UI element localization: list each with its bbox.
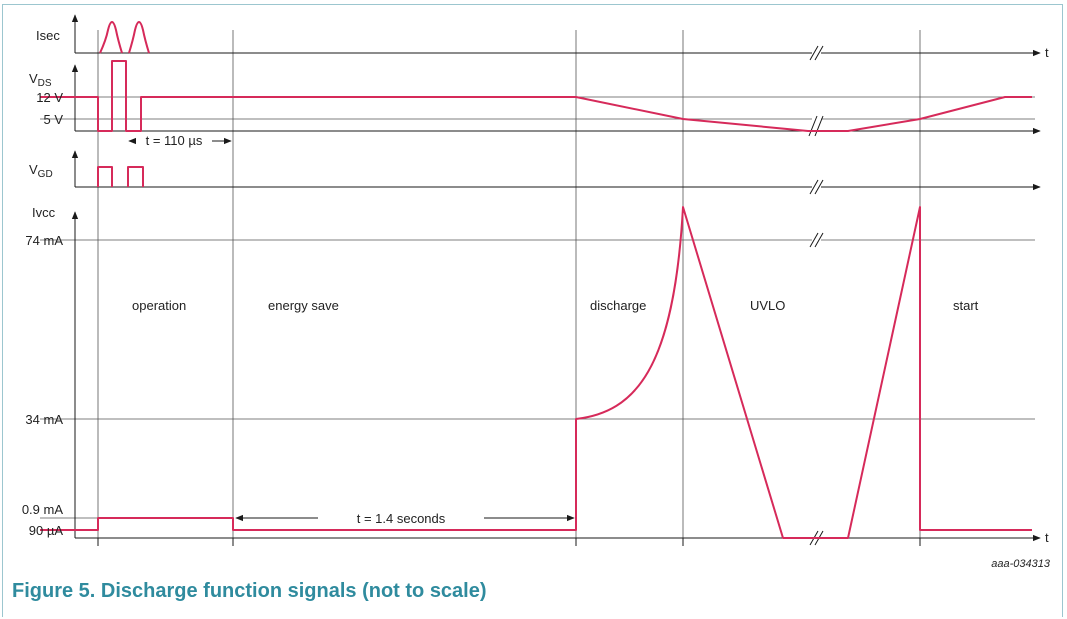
level-5v: 5 V [43,112,63,127]
break-vds [808,115,824,137]
phase-labels: operation energy save discharge UVLO sta… [132,298,979,313]
break-isec [809,45,824,61]
level-90ua: 90 µA [29,523,64,538]
phase-operation: operation [132,298,186,313]
isec-pulse-2 [128,21,150,54]
vds-trace [40,60,1032,132]
axes [71,14,1041,542]
time-label-ivcc: t [1045,530,1049,545]
ivcc-trace [40,206,1032,539]
reference-lines [40,96,1035,519]
axis-break-marks [808,45,824,546]
time-labels: t t [1045,45,1049,545]
ivcc-label: Ivcc [32,205,56,220]
duration-arrows [128,137,575,522]
axis-ticks [97,538,921,546]
signal-traces [40,21,1032,539]
figure-frame [2,4,1063,617]
vgd-pulse-2 [127,166,144,187]
annotation-t14: t = 1.4 seconds [357,511,446,526]
level-09ma: 0.9 mA [22,502,64,517]
vds-label: VDS [29,71,52,89]
phase-start: start [953,298,979,313]
isec-label: Isec [36,28,60,43]
level-12v: 12 V [36,90,63,105]
annotation-t110: t = 110 µs [146,133,203,148]
phase-discharge: discharge [590,298,646,313]
time-label-isec: t [1045,45,1049,60]
level-labels: 12 V 5 V 74 mA 34 mA 0.9 mA 90 µA [22,90,64,538]
level-74ma: 74 mA [25,233,63,248]
figure-caption: Figure 5. Discharge function signals (no… [12,580,487,602]
break-vgd [809,179,824,195]
break-ivcc-74 [809,232,824,248]
vgd-pulse-1 [97,166,113,187]
level-34ma: 34 mA [25,412,63,427]
figure-id: aaa-034313 [991,558,1051,570]
phase-uvlo: UVLO [750,298,785,313]
vgd-label: VGD [29,162,53,180]
phase-dividers [97,30,921,545]
isec-pulse-1 [99,21,123,54]
phase-energy-save: energy save [268,298,339,313]
